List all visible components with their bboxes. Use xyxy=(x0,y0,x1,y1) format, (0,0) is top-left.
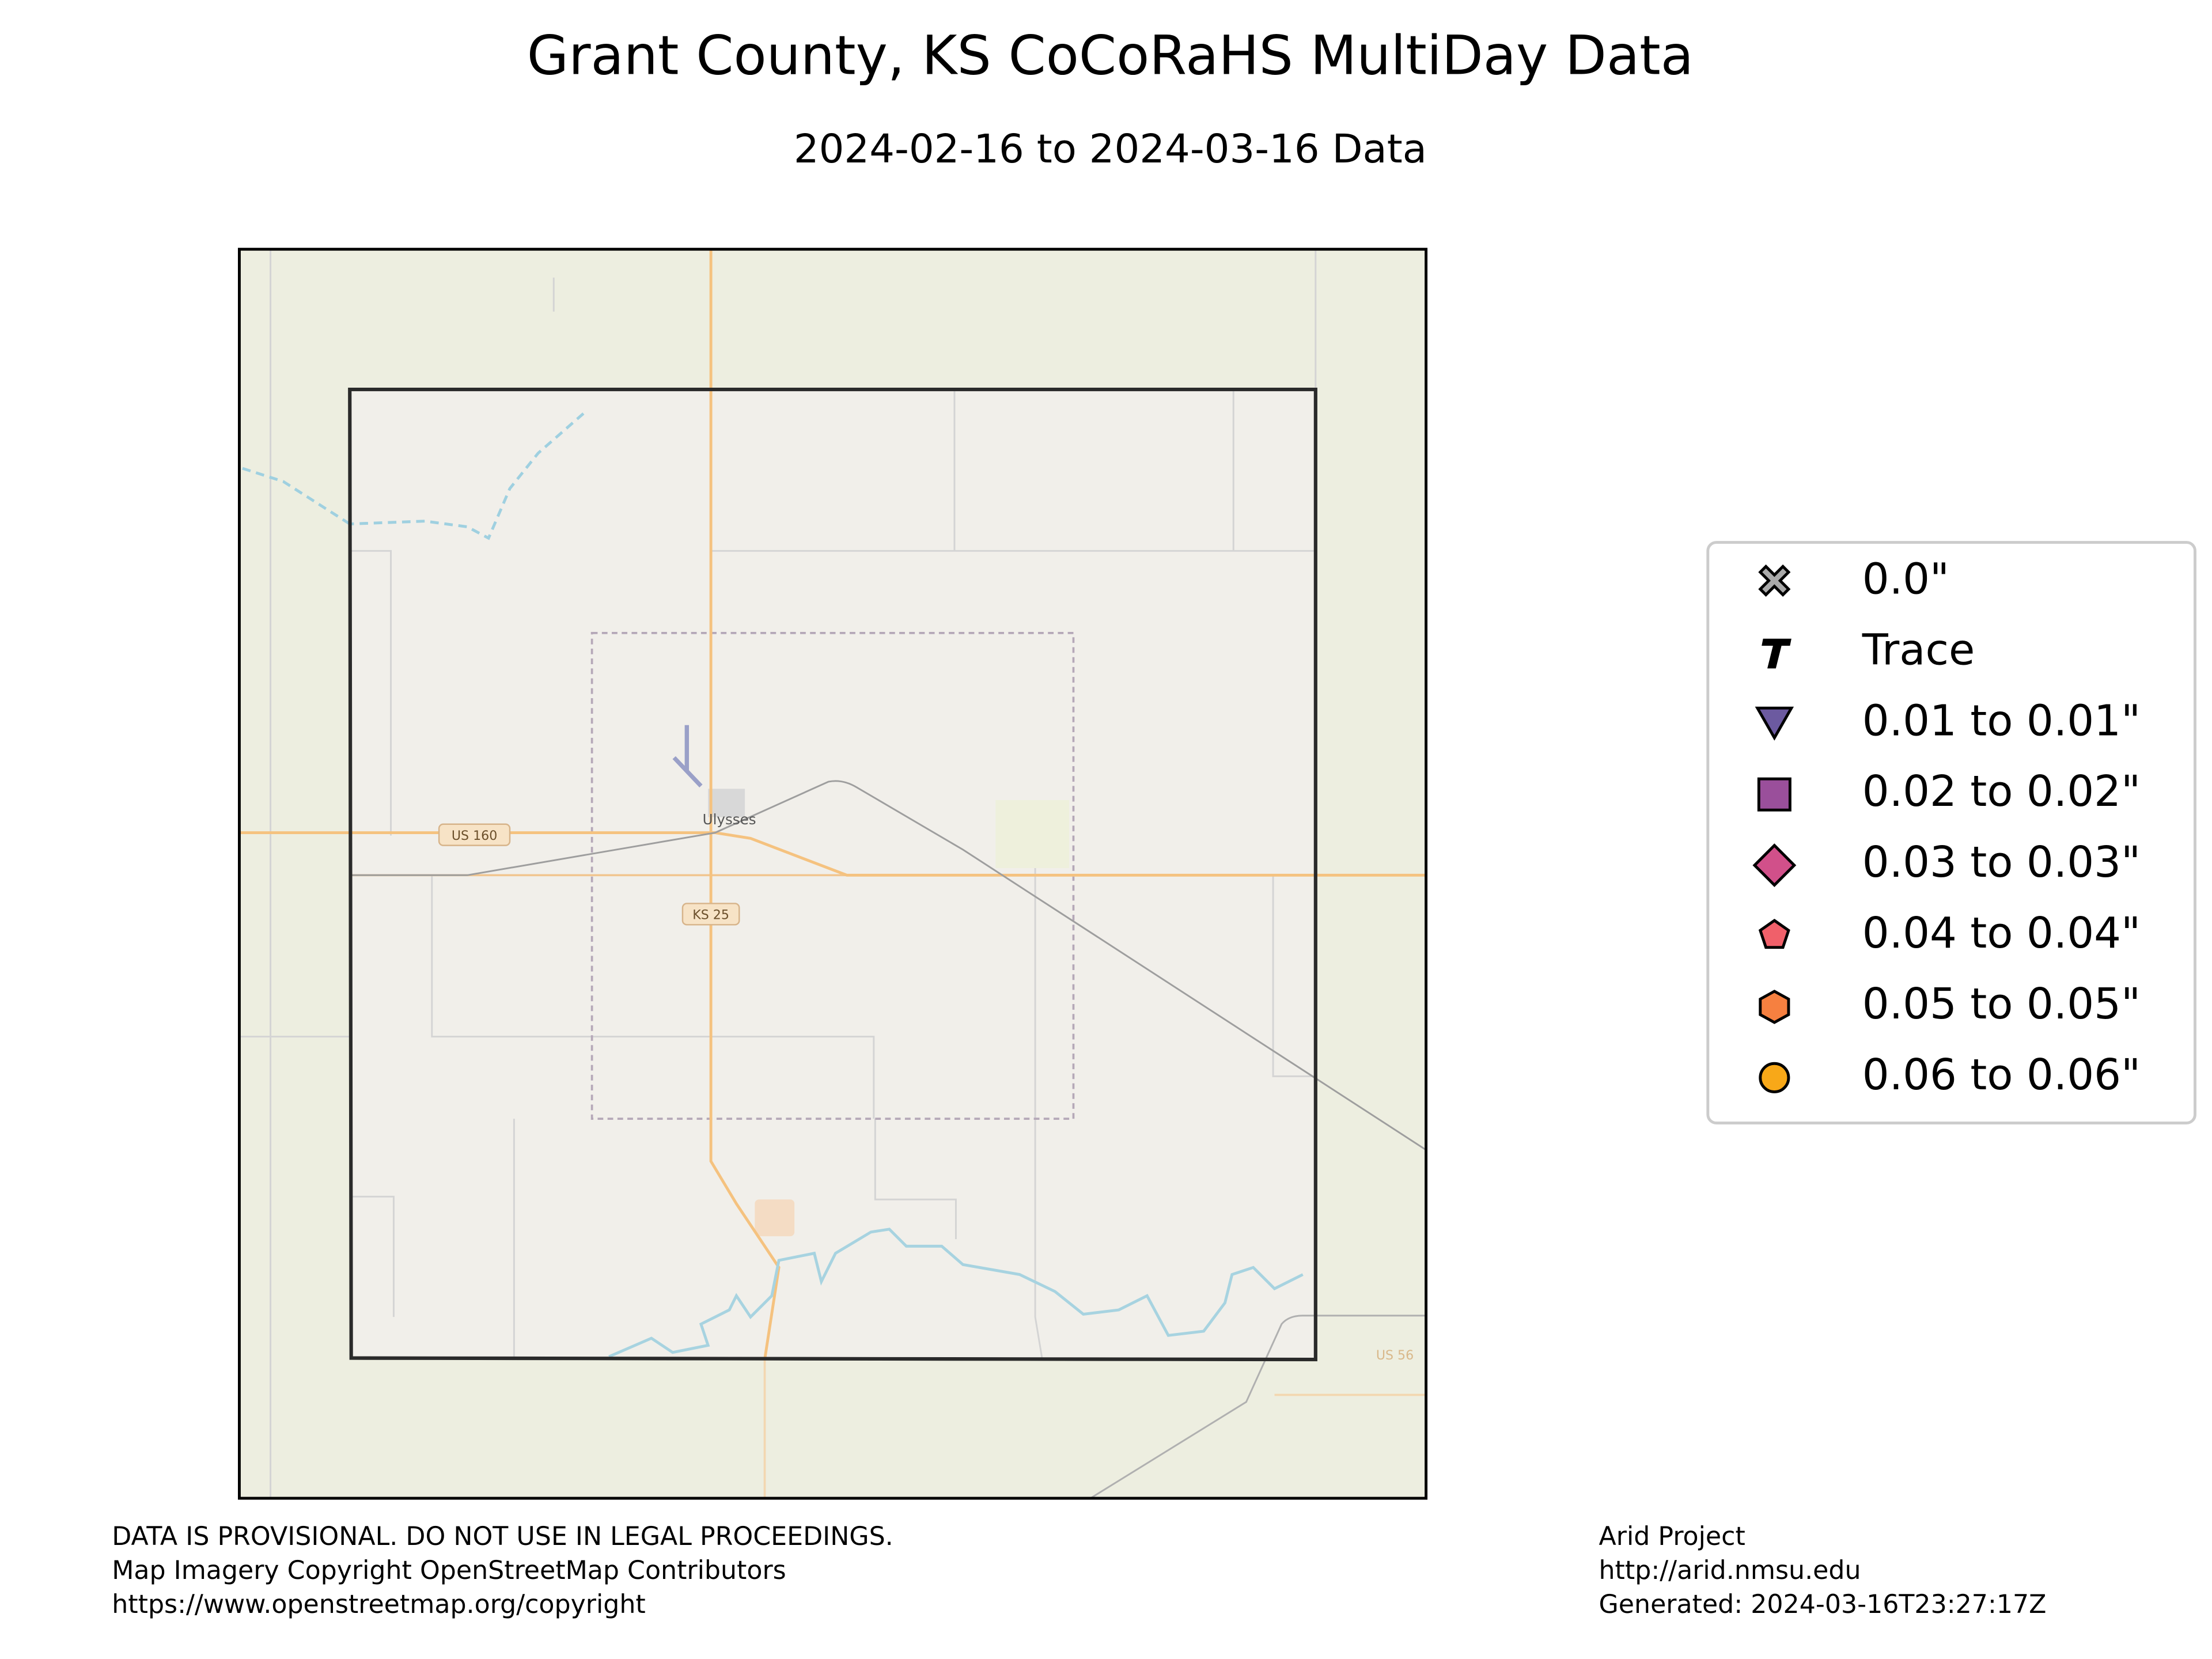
footer-line: Generated: 2024-03-16T23:27:17Z xyxy=(1599,1590,2047,1619)
legend-label: 0.05 to 0.05" xyxy=(1862,980,2141,1029)
county-boundary xyxy=(348,387,1317,1362)
river xyxy=(608,1228,1304,1358)
road-shield xyxy=(438,823,511,846)
title: Grant County, KS CoCoRaHS MultiDay Data xyxy=(527,25,1694,88)
airport-runway xyxy=(672,725,703,787)
footer-left: DATA IS PROVISIONAL. DO NOT USE IN LEGAL… xyxy=(112,1522,893,1619)
legend: 0.0" Trace 0.01 to 0.01" 0.02 to 0.02" 0.03 … xyxy=(1706,541,2196,1124)
road-label: US 160 xyxy=(452,828,497,843)
legend-symbol xyxy=(1758,564,1791,597)
legend-symbol xyxy=(1755,706,1794,741)
railway xyxy=(350,780,1427,1151)
railway xyxy=(1090,1315,1426,1499)
footer-right: Arid Project http://arid.nmsu.edu Generate… xyxy=(1599,1522,2047,1619)
legend-label: 0.02 to 0.02" xyxy=(1862,767,2141,816)
legend-label: Trace xyxy=(1862,626,1975,675)
legend-label: 0.03 to 0.03" xyxy=(1862,838,2141,887)
legend-symbol xyxy=(1752,843,1797,887)
legend-symbol xyxy=(1759,1062,1790,1093)
legend-symbol xyxy=(1759,990,1790,1024)
legend-label: 0.06 to 0.06" xyxy=(1862,1051,2141,1100)
stream xyxy=(238,412,585,540)
road-shield xyxy=(681,903,740,926)
footer-line: Map Imagery Copyright OpenStreetMap Cont… xyxy=(112,1556,786,1585)
legend-label: 0.04 to 0.04" xyxy=(1862,909,2141,958)
legend-symbol xyxy=(1758,918,1790,949)
minor-roads xyxy=(239,249,1317,1498)
road-label: US 56 xyxy=(1376,1348,1414,1363)
landuse-patch xyxy=(995,800,1070,868)
map: Ulysses US 160 KS 25 US 56 xyxy=(238,248,1428,1500)
footer-line: https://www.openstreetmap.org/copyright xyxy=(112,1590,646,1619)
footer-line: http://arid.nmsu.edu xyxy=(1599,1556,1861,1585)
footer-line: DATA IS PROVISIONAL. DO NOT USE IN LEGAL… xyxy=(112,1522,893,1551)
landuse-patch xyxy=(755,1199,795,1237)
road-label: KS 25 xyxy=(692,907,729,922)
legend-symbol xyxy=(1757,777,1791,812)
map-frame xyxy=(238,248,1428,1500)
subtitle: 2024-02-16 to 2024-03-16 Data xyxy=(794,126,1427,172)
highway xyxy=(239,249,1426,1360)
legend-box xyxy=(1706,541,2196,1124)
legend-symbol xyxy=(1762,638,1791,669)
legend-labels: 0.0" Trace 0.01 to 0.01" 0.02 to 0.02" 0.03 … xyxy=(1862,555,2141,1099)
place-label: Ulysses xyxy=(703,811,756,828)
town-buildings xyxy=(708,789,745,817)
legend-label: 0.0" xyxy=(1862,555,1949,604)
highway xyxy=(763,1359,1426,1498)
legend-label: 0.01 to 0.01" xyxy=(1862,696,2141,745)
footer-line: Arid Project xyxy=(1599,1522,1745,1551)
